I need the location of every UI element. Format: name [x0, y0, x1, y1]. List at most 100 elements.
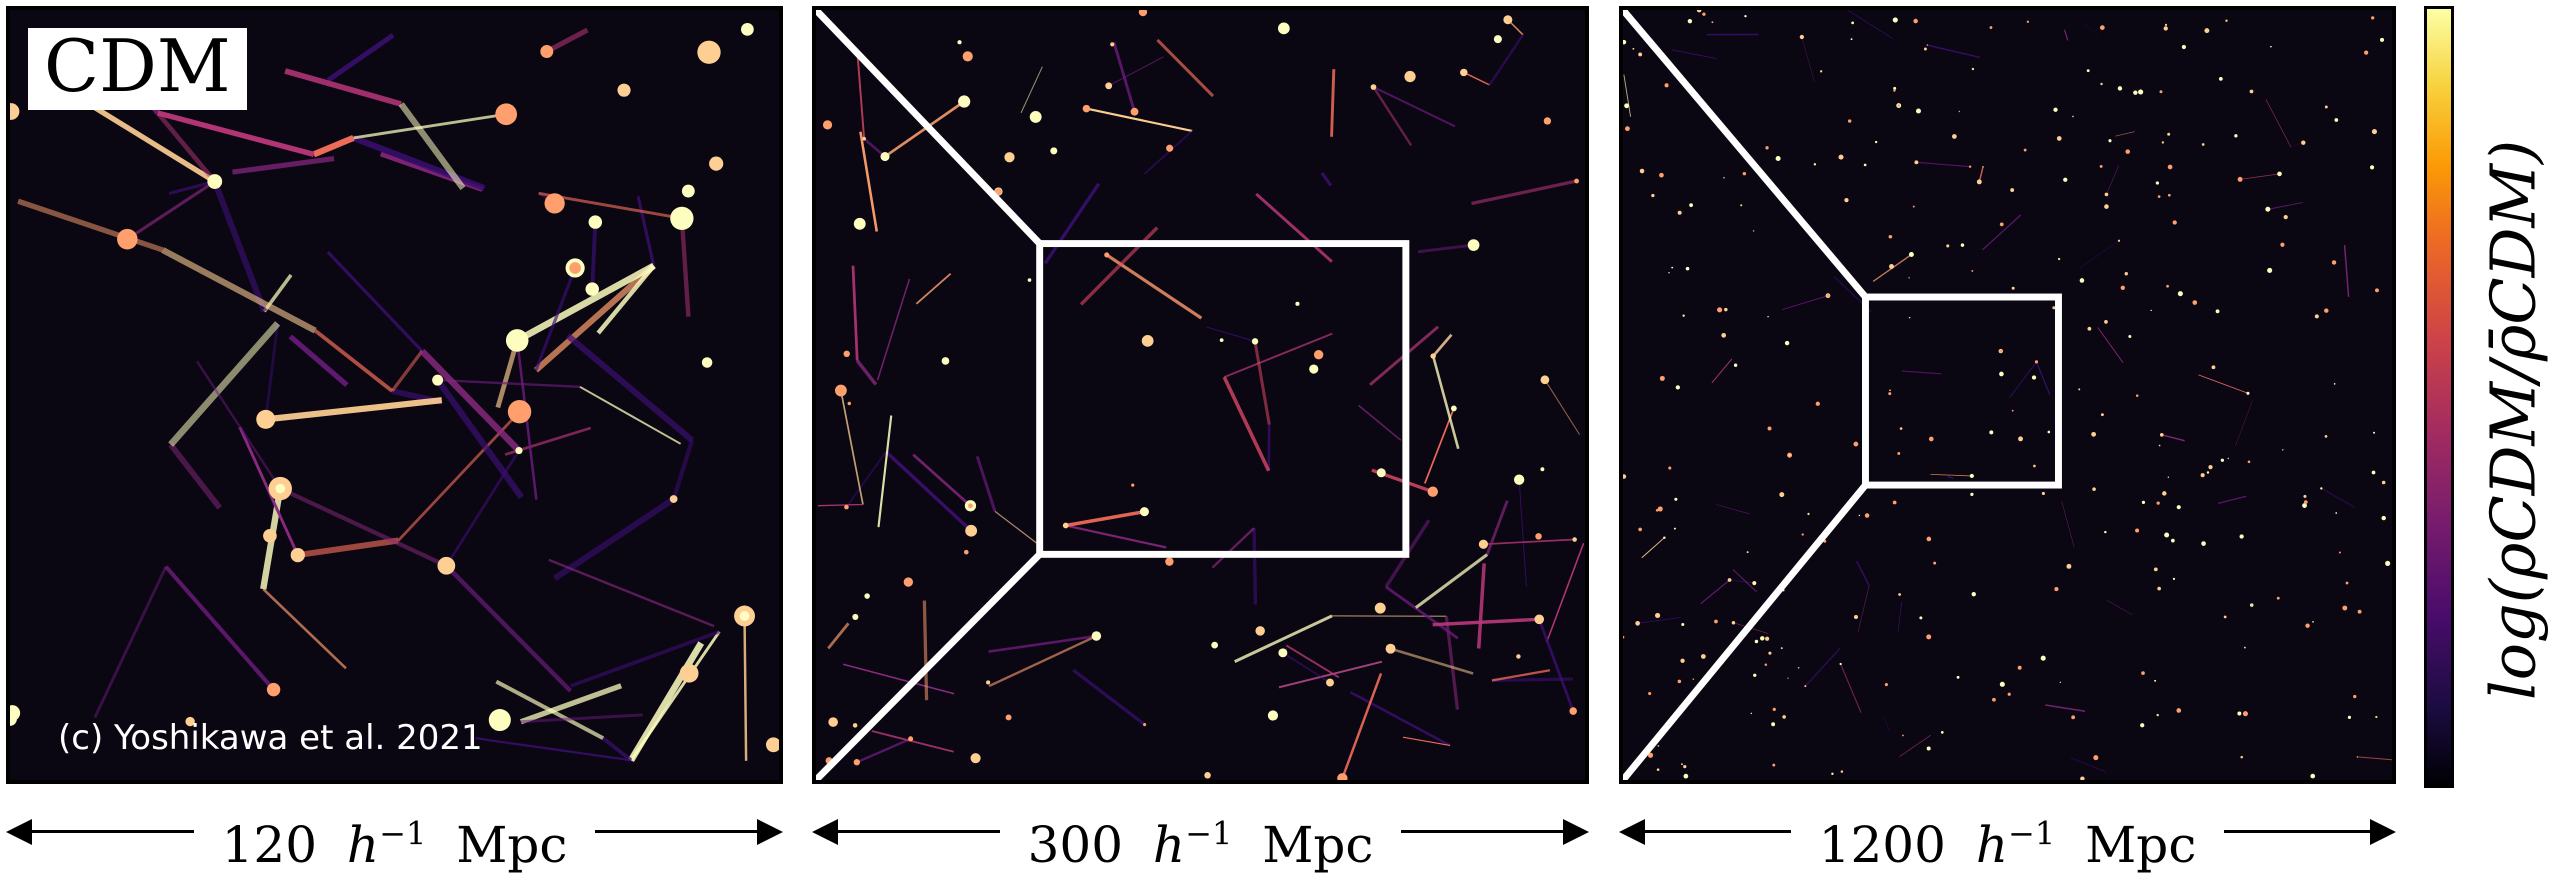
- halo: [1534, 615, 1544, 625]
- filament: [841, 391, 863, 505]
- halo: [1853, 442, 1858, 447]
- halo: [2305, 623, 2309, 627]
- halo: [848, 402, 851, 405]
- halo: [1820, 70, 1822, 72]
- filament: [2106, 166, 2118, 195]
- filament: [1322, 173, 1331, 186]
- halo: [589, 215, 602, 228]
- halo: [2212, 365, 2216, 369]
- filament: [857, 739, 911, 762]
- filament: [1086, 109, 1192, 131]
- halo: [2010, 188, 2014, 192]
- filament: [1471, 181, 1576, 203]
- filament: [1212, 528, 1254, 568]
- filament: [2240, 174, 2279, 179]
- halo: [2125, 149, 2130, 154]
- halo: [1314, 350, 1323, 359]
- halo: [2063, 178, 2067, 182]
- halo: [1760, 636, 1765, 641]
- filament: [1716, 505, 1749, 514]
- halo: [1028, 278, 1032, 282]
- halo: [1678, 680, 1682, 684]
- halo: [1143, 723, 1146, 726]
- halo: [2160, 90, 2163, 93]
- halo: [2382, 481, 2386, 485]
- halo: [2100, 165, 2103, 168]
- halo: [1765, 637, 1769, 641]
- halo: [1753, 674, 1756, 677]
- halo: [1663, 536, 1665, 538]
- halo: [1140, 507, 1149, 516]
- halo: [2105, 193, 2109, 197]
- halo: [2234, 134, 2237, 137]
- halo: [2158, 195, 2161, 198]
- halo: [702, 357, 713, 368]
- halo: [904, 577, 913, 586]
- halo: [2027, 21, 2029, 23]
- halo: [853, 723, 858, 728]
- filament: [1802, 37, 1815, 82]
- halo: [1337, 773, 1347, 780]
- halo: [1841, 771, 1843, 773]
- halo: [2267, 268, 2272, 273]
- filament: [328, 252, 422, 351]
- halo: [1625, 126, 1630, 131]
- halo: [2227, 458, 2229, 460]
- halo: [1732, 621, 1736, 625]
- halo: [1952, 134, 1957, 139]
- filament: [878, 279, 910, 380]
- halo: [2315, 314, 2319, 318]
- halo: [1929, 437, 1934, 442]
- halo: [2008, 693, 2011, 696]
- halo: [766, 737, 779, 752]
- scale-bar-300: 300 h−1 Mpc: [812, 802, 1589, 864]
- filament: [1642, 538, 1665, 558]
- halo: [2358, 610, 2362, 614]
- filament: [1805, 648, 1840, 686]
- filament: [127, 182, 214, 240]
- halo: [1657, 768, 1660, 771]
- filament: [1358, 405, 1400, 440]
- halo: [1768, 652, 1771, 655]
- halo: [1693, 678, 1694, 679]
- halo: [117, 229, 138, 250]
- halo: [1623, 636, 1624, 638]
- halo: [2154, 568, 2158, 572]
- halo: [1743, 172, 1746, 175]
- halo: [1926, 634, 1931, 639]
- halo: [1680, 659, 1684, 663]
- halo: [1971, 270, 1973, 272]
- halo: [2278, 173, 2281, 176]
- filament: [555, 499, 674, 578]
- filament: [846, 452, 886, 507]
- halo: [1574, 179, 1579, 184]
- filament: [1782, 296, 1828, 310]
- halo: [2166, 285, 2169, 288]
- filament: [353, 114, 506, 138]
- halo: [1765, 146, 1768, 149]
- halo: [2167, 133, 2170, 136]
- halo: [1278, 23, 1290, 35]
- halo: [2332, 260, 2336, 264]
- halo: [2207, 471, 2209, 473]
- filament: [496, 682, 603, 739]
- halo: [2224, 616, 2227, 619]
- halo: [1255, 626, 1264, 635]
- halo: [1990, 26, 1993, 29]
- halo: [2164, 532, 2169, 537]
- halo: [2240, 756, 2243, 759]
- filament: [857, 361, 876, 385]
- halo: [2284, 215, 2288, 219]
- halo: [1889, 235, 1893, 239]
- halo: [10, 103, 19, 120]
- halo: [1916, 108, 1921, 113]
- filament: [1900, 735, 1931, 756]
- halo: [1898, 593, 1901, 596]
- halo: [1961, 244, 1964, 247]
- halo: [2157, 587, 2161, 591]
- halo: [2041, 656, 2046, 661]
- colorbar-label: log(ρCDM/ρ̄CDM): [2468, 120, 2558, 720]
- halo: [1671, 267, 1673, 269]
- halo: [1681, 763, 1683, 765]
- filament: [1930, 474, 1971, 476]
